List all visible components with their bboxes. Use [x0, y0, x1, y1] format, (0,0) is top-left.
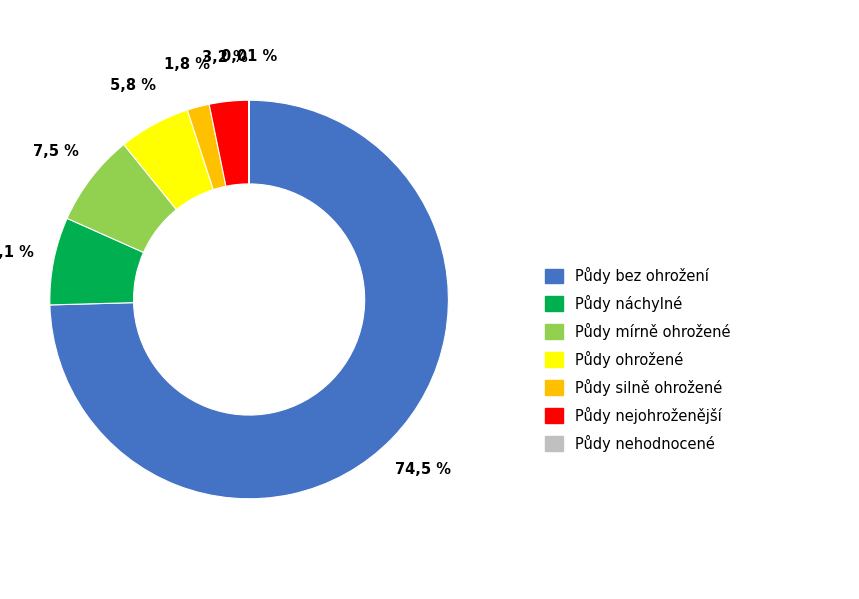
Wedge shape	[187, 104, 226, 190]
Text: 74,5 %: 74,5 %	[395, 462, 451, 477]
Text: 7,5 %: 7,5 %	[34, 144, 79, 159]
Text: 3,2 %: 3,2 %	[202, 50, 247, 65]
Wedge shape	[50, 100, 448, 499]
Legend: Půdy bez ohrožení, Půdy náchylné, Půdy mírně ohrožené, Půdy ohrožené, Půdy silně: Půdy bez ohrožení, Půdy náchylné, Půdy m…	[538, 259, 737, 459]
Wedge shape	[50, 219, 143, 305]
Wedge shape	[124, 110, 213, 210]
Text: 7,1 %: 7,1 %	[0, 244, 34, 259]
Text: 1,8 %: 1,8 %	[164, 57, 210, 72]
Wedge shape	[67, 144, 176, 252]
Text: 5,8 %: 5,8 %	[110, 78, 156, 93]
Text: 0,01 %: 0,01 %	[221, 49, 277, 64]
Wedge shape	[209, 100, 249, 186]
